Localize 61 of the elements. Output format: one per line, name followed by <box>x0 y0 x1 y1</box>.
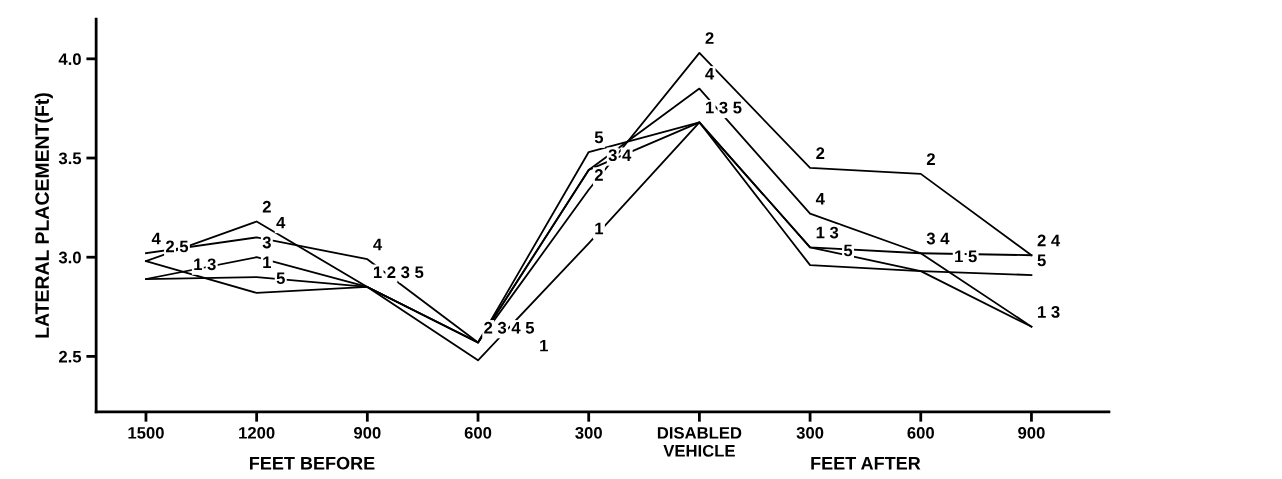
text: 4 <box>511 322 521 334</box>
text: 2 <box>262 200 271 213</box>
text: 3 <box>497 321 507 334</box>
y-tick-label: 4.0 <box>58 53 81 66</box>
series-label: 5 <box>594 131 604 144</box>
text: 2 <box>1037 234 1046 247</box>
text: 2 <box>926 153 935 165</box>
x-tick-label: 900 <box>354 426 381 439</box>
x-tick-label: 300 <box>796 426 824 439</box>
text: 1 <box>373 266 382 278</box>
x-tick-label: 900 <box>1018 426 1045 439</box>
text: 5 <box>1037 254 1046 267</box>
text: 3 <box>401 266 410 279</box>
text: 3 <box>262 236 271 249</box>
text: 3 <box>207 258 216 271</box>
text: 3 <box>1051 305 1060 318</box>
x-tick-label: 300 <box>575 426 602 439</box>
text: 5 <box>525 322 535 334</box>
x-tick-label: 1200 <box>239 426 275 439</box>
text: 5 <box>276 272 285 285</box>
text: 4 <box>1051 234 1061 247</box>
text: FEET BEFORE <box>250 456 375 470</box>
text: 4 <box>705 68 715 80</box>
text: 4 <box>815 193 825 205</box>
x-tick-label: 600 <box>464 426 492 439</box>
text: 2 <box>816 147 825 159</box>
series-label: 1 <box>595 222 604 235</box>
y-tick-label: 3.0 <box>58 251 81 264</box>
text: 4 <box>373 238 383 251</box>
text: FEET AFTER <box>811 456 921 470</box>
y-axis-title: LATERAL PLACEMENT(Ft) <box>34 93 53 338</box>
text: 5 <box>968 250 977 263</box>
text: 1 <box>540 339 548 352</box>
text: 1 <box>706 101 714 114</box>
x-tick-label: 1500 <box>128 426 164 439</box>
text: 4 <box>940 232 950 245</box>
text: 3 <box>719 101 728 114</box>
text: 1 <box>263 256 272 269</box>
text: 1 <box>194 258 202 271</box>
text: 4 <box>151 232 161 245</box>
y-tick-label: 3.5 <box>58 152 82 165</box>
text: 1 <box>816 226 825 239</box>
text: 5 <box>843 244 853 257</box>
series-label: 3 <box>608 149 617 162</box>
text: 2 <box>594 169 603 181</box>
text: 3 <box>926 232 935 245</box>
series-label: 2 <box>484 321 493 334</box>
text: 5 <box>415 266 424 279</box>
text: 1 <box>955 250 963 263</box>
text: 1 <box>1038 306 1046 318</box>
y-tick-label: 2.5 <box>58 350 82 363</box>
text: 3 <box>829 226 839 239</box>
text: 2 <box>165 240 174 253</box>
text: 2 <box>705 32 714 44</box>
text: 4 <box>276 216 286 229</box>
text: 5 <box>179 240 189 253</box>
x-tick-label: DISABLED VEHICLE <box>657 426 742 457</box>
text: 5 <box>733 101 742 114</box>
series-label: 4 <box>622 149 632 161</box>
text: 2 <box>387 266 396 278</box>
x-tick-label: 600 <box>907 426 934 439</box>
